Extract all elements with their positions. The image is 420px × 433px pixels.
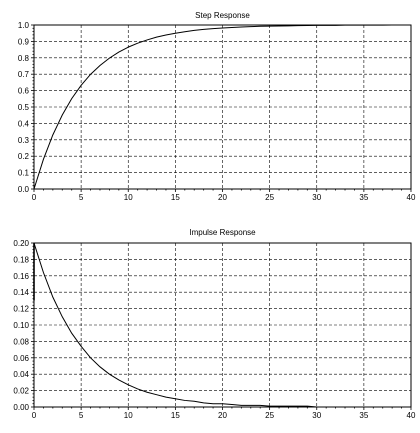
step-y-tick-label: 0.5 (18, 103, 30, 112)
step-response-curve (33, 24, 411, 190)
impulse-x-tick-label: 25 (265, 411, 274, 420)
step-y-tick-label: 0.0 (18, 185, 30, 194)
step-x-tick-label: 30 (312, 193, 321, 202)
impulse-y-tick-label: 0.14 (13, 288, 29, 297)
step-y-tick-label: 0.8 (18, 54, 30, 63)
step-y-tick-label: 0.2 (18, 152, 30, 161)
impulse-x-tick-label: 0 (32, 411, 37, 420)
step-x-tick-label: 15 (171, 193, 180, 202)
impulse-y-tick-label: 0.16 (13, 272, 29, 281)
impulse-y-tick-label: 0.06 (13, 354, 29, 363)
step-y-tick-label: 0.6 (18, 87, 30, 96)
step-chart-title: Step Response (195, 11, 250, 20)
impulse-y-tick-label: 0.18 (13, 255, 29, 264)
step-y-tick-label: 0.1 (18, 169, 30, 178)
impulse-x-tick-label: 20 (218, 411, 227, 420)
impulse-y-tick-label: 0.04 (13, 370, 29, 379)
impulse-x-tick-label: 5 (79, 411, 84, 420)
step-response-chart: Step Response 0 5 10 15 20 25 30 35 40 0.0 0.1 0.2 0.… (18, 11, 416, 202)
step-x-tick-label: 40 (407, 193, 416, 202)
impulse-x-tick-label: 10 (124, 411, 133, 420)
impulse-response-curve (33, 242, 346, 408)
step-y-tick-label: 0.7 (18, 70, 30, 79)
step-x-tick-label: 25 (265, 193, 274, 202)
impulse-y-tick-label: 0.10 (13, 321, 29, 330)
impulse-y-tick-label: 0.08 (13, 337, 29, 346)
impulse-x-tick-label: 15 (171, 411, 180, 420)
step-y-tick-label: 0.4 (18, 119, 30, 128)
step-y-tick-label: 0.9 (18, 37, 30, 46)
step-x-tick-label: 5 (79, 193, 84, 202)
impulse-y-tick-label: 0.00 (13, 403, 29, 412)
impulse-x-tick-label: 40 (407, 411, 416, 420)
impulse-response-chart: Impulse Response 0 5 10 15 20 25 30 35 40 0.00 0.02… (13, 228, 416, 420)
impulse-y-tick-label: 0.12 (13, 305, 29, 314)
step-x-tick-label: 35 (359, 193, 368, 202)
impulse-x-tick-label: 35 (359, 411, 368, 420)
step-y-tick-label: 1.0 (18, 21, 30, 30)
step-x-tick-label: 20 (218, 193, 227, 202)
step-x-tick-label: 10 (124, 193, 133, 202)
impulse-y-tick-label: 0.02 (13, 387, 29, 396)
impulse-chart-title: Impulse Response (189, 228, 256, 237)
impulse-y-tick-label: 0.20 (13, 239, 29, 248)
impulse-x-tick-label: 30 (312, 411, 321, 420)
step-y-tick-label: 0.3 (18, 136, 30, 145)
step-x-tick-label: 0 (32, 193, 37, 202)
